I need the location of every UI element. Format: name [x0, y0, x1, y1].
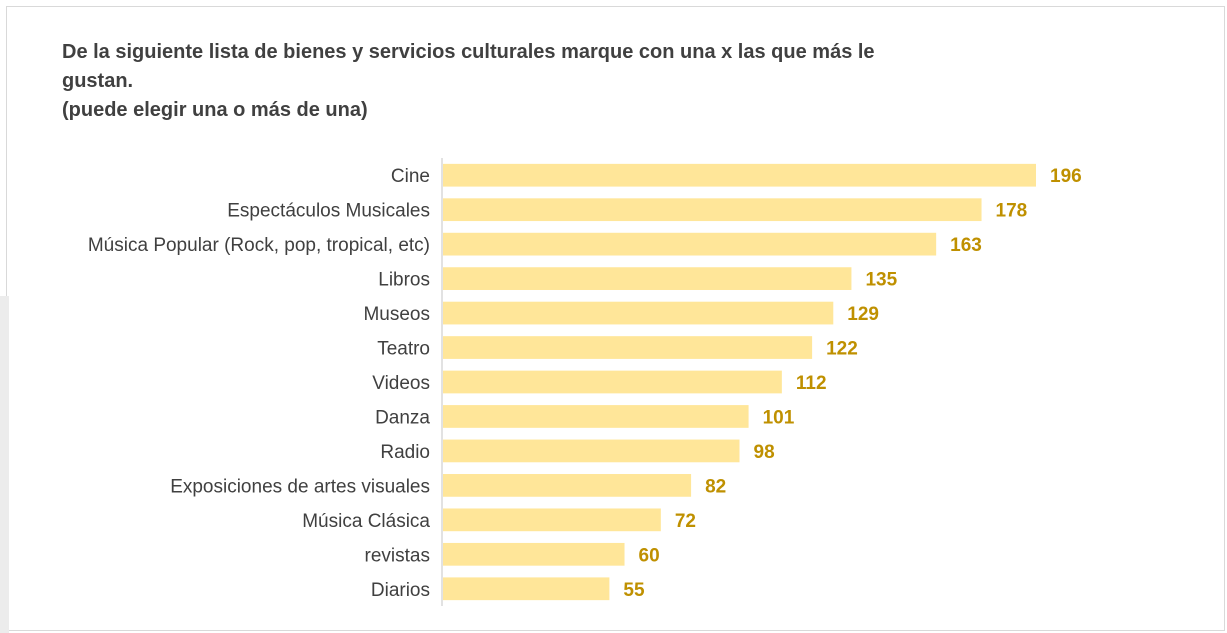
bar	[443, 336, 813, 359]
bar	[443, 232, 937, 256]
value-label: 135	[865, 270, 897, 291]
category-label: Libros	[378, 270, 430, 291]
value-label: 196	[1050, 166, 1082, 187]
category-label: Exposiciones de artes visuales	[170, 476, 430, 497]
chart-title-line-1: De la siguiente lista de bienes y servic…	[62, 41, 875, 92]
value-label: 163	[950, 235, 982, 256]
chart-title: De la siguiente lista de bienes y servic…	[62, 38, 882, 125]
chart-title-line-2: (puede elegir una o más de una)	[62, 99, 368, 121]
category-label: Música Popular (Rock, pop, tropical, etc…	[88, 235, 430, 256]
category-label: Música Clásica	[302, 511, 430, 532]
bar	[443, 542, 625, 566]
value-label: 112	[796, 373, 827, 394]
bar	[443, 508, 661, 532]
value-label: 122	[826, 339, 858, 360]
value-label: 60	[639, 545, 660, 566]
category-label: Radio	[380, 442, 430, 463]
category-label: Espectáculos Musicales	[227, 201, 430, 222]
category-label: Cine	[391, 166, 430, 187]
value-label: 72	[675, 511, 696, 532]
bar	[443, 163, 1036, 187]
bar	[443, 370, 782, 394]
bar	[443, 405, 749, 428]
category-label: Diarios	[371, 580, 430, 601]
value-label: 178	[996, 201, 1028, 222]
value-label: 98	[754, 442, 775, 463]
value-label: 82	[705, 476, 726, 497]
category-label: Videos	[372, 373, 430, 394]
category-label: Danza	[375, 407, 430, 428]
bar	[443, 474, 692, 497]
bar	[443, 198, 982, 222]
value-label: 101	[763, 407, 795, 428]
category-label: revistas	[365, 545, 430, 566]
category-label: Museos	[363, 304, 430, 325]
bar	[443, 577, 610, 601]
value-label: 129	[847, 304, 879, 325]
side-strip	[0, 296, 9, 633]
category-label: Teatro	[377, 339, 430, 360]
bar	[443, 439, 740, 463]
bar	[443, 301, 834, 325]
value-label: 55	[623, 580, 645, 601]
bar	[443, 267, 852, 290]
